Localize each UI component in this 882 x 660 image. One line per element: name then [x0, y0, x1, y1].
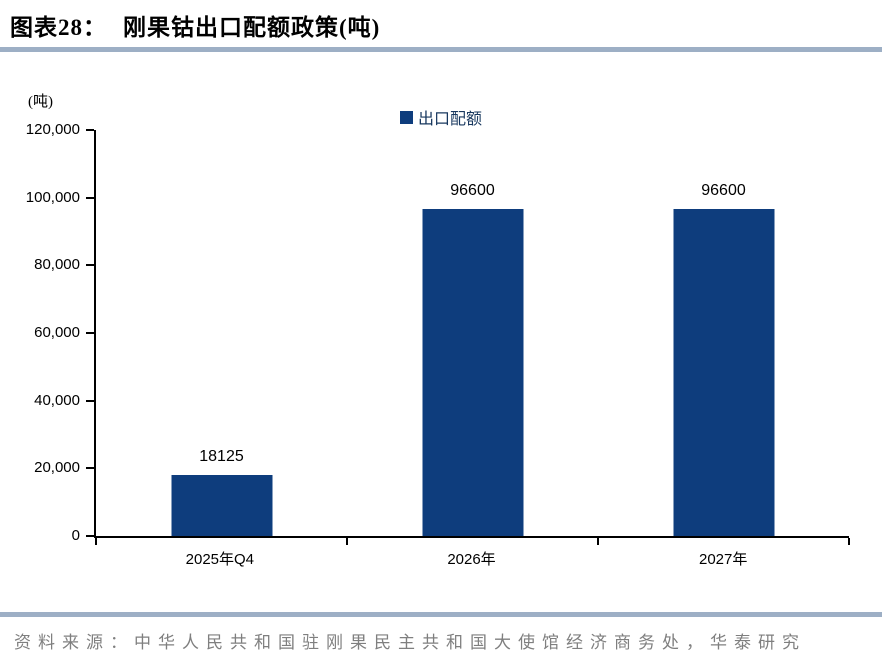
y-axis-tick-label: 0 — [71, 527, 80, 544]
x-axis-label: 2027年 — [698, 551, 748, 568]
bar — [171, 474, 272, 536]
y-axis-tick — [86, 535, 94, 537]
x-axis-tick — [848, 538, 850, 545]
bar — [673, 209, 774, 536]
bar-group: 18125 — [96, 130, 347, 536]
chart-title-prefix: 图表28： — [10, 15, 107, 40]
x-axis-tick — [95, 538, 97, 545]
chart-title: 图表28： 刚果钴出口配额政策(吨) — [10, 8, 380, 42]
x-axis-label: 2026年 — [447, 551, 496, 568]
bar-group: 96600 — [598, 130, 849, 536]
bar-value-label: 18125 — [199, 447, 244, 465]
y-axis-labels: 0 20,000 40,000 60,000 80,000 100,000 120,000 — [2, 121, 80, 544]
y-axis-tick — [86, 332, 94, 334]
legend: 出口配额 — [400, 105, 482, 129]
y-axis-tick — [86, 399, 94, 402]
legend-marker — [400, 110, 413, 124]
y-axis-tick — [86, 129, 94, 131]
y-axis-tick — [86, 196, 94, 199]
plot-area: 0 20,000 40,000 60,000 80,000 100,000 120,000 … — [26, 121, 850, 545]
title-divider — [0, 47, 882, 52]
bar-value-label: 96600 — [450, 182, 495, 200]
y-axis-tick — [86, 264, 94, 267]
bar-value-label: 96600 — [701, 182, 746, 200]
chart-title-text: 刚果钴出口配额政策(吨) — [123, 15, 381, 40]
y-axis-tick-label: 40,000 — [34, 391, 80, 409]
y-axis-tick-label: 120,000 — [25, 121, 80, 138]
x-axis-labels: 2025年Q4 2026年 2027年 — [94, 548, 849, 570]
x-axis-tick — [597, 538, 599, 545]
bar — [422, 209, 523, 536]
x-axis-label: 2025年Q4 — [185, 551, 255, 568]
footer-divider — [0, 612, 882, 617]
source-note: 资料来源：中华人民共和国驻刚果民主共和国大使馆经济商务处，华泰研究 — [14, 633, 806, 652]
y-axis-unit-label: (吨) — [28, 94, 53, 110]
legend-label: 出口配额 — [418, 111, 483, 128]
y-axis-tick-label: 60,000 — [34, 324, 80, 341]
y-axis-tick — [86, 467, 94, 470]
y-axis-tick-label: 80,000 — [34, 256, 80, 274]
y-axis-tick-label: 100,000 — [25, 188, 80, 206]
bar-group: 96600 — [347, 130, 598, 536]
y-axis-tick-label: 20,000 — [34, 459, 80, 477]
x-axis-tick — [346, 538, 348, 545]
